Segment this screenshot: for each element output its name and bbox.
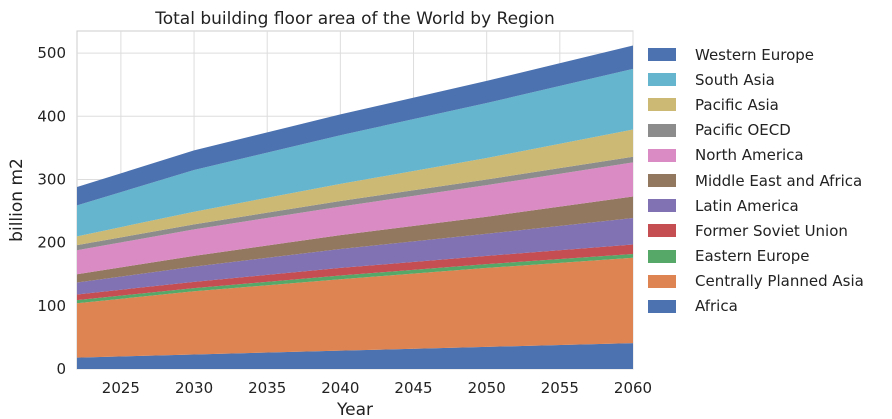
- x-tick-label: 2050: [468, 379, 506, 397]
- chart-title: Total building floor area of the World b…: [154, 9, 554, 29]
- legend-item: Latin America: [648, 193, 864, 218]
- x-tick-label: 2055: [541, 379, 579, 397]
- x-tick-label: 2045: [394, 379, 432, 397]
- legend-label: Africa: [695, 297, 738, 316]
- axis-ticks: 2025 2030 2035 2040 2045 2050 2055 2060 0 100 200 3…: [37, 44, 652, 397]
- legend-label: Eastern Europe: [695, 247, 810, 266]
- legend-label: South Asia: [695, 70, 775, 89]
- chart-legend: Western Europe South Asia Pacific Asia Paci…: [648, 42, 864, 319]
- legend-item: Pacific OECD: [648, 118, 864, 143]
- legend-swatch: [648, 224, 676, 238]
- legend-swatch: [648, 98, 676, 112]
- y-axis-label: billion m2: [7, 158, 27, 242]
- legend-swatch: [648, 174, 676, 188]
- area-pacific-oecd: [77, 156, 633, 251]
- legend-swatch: [648, 123, 676, 137]
- y-tick-label: 200: [37, 234, 66, 252]
- legend-label: Western Europe: [695, 45, 815, 64]
- area-series-group: [77, 45, 633, 369]
- area-middle-east-and-africa: [77, 196, 633, 283]
- legend-label: Centrally Planned Asia: [695, 272, 864, 291]
- x-tick-label: 2030: [175, 379, 213, 397]
- legend-label: Latin America: [695, 196, 799, 215]
- area-pacific-asia: [77, 129, 633, 246]
- area-centrally-planned-asia: [77, 257, 633, 358]
- x-tick-label: 2040: [321, 379, 359, 397]
- y-tick-label: 0: [56, 360, 66, 378]
- area-south-asia: [77, 68, 633, 237]
- area-eastern-europe: [77, 254, 633, 304]
- legend-label: Middle East and Africa: [695, 171, 863, 190]
- legend-swatch: [648, 148, 676, 162]
- x-tick-label: 2025: [102, 379, 140, 397]
- legend-swatch: [648, 73, 676, 87]
- area-africa: [77, 343, 633, 369]
- legend-item: Eastern Europe: [648, 244, 864, 269]
- legend-label: Former Soviet Union: [695, 221, 848, 240]
- legend-swatch: [648, 199, 676, 213]
- x-tick-label: 2035: [248, 379, 286, 397]
- y-tick-label: 100: [37, 297, 66, 315]
- legend-label: North America: [695, 146, 804, 165]
- legend-swatch: [648, 48, 676, 62]
- area-north-america: [77, 162, 633, 275]
- y-tick-label: 400: [37, 107, 66, 125]
- legend-label: Pacific Asia: [695, 95, 779, 114]
- legend-item: North America: [648, 143, 864, 168]
- legend-swatch: [648, 299, 676, 313]
- legend-item: Pacific Asia: [648, 92, 864, 117]
- legend-swatch: [648, 274, 676, 288]
- y-tick-label: 300: [37, 170, 66, 188]
- x-tick-label: 2060: [614, 379, 652, 397]
- legend-swatch: [648, 249, 676, 263]
- legend-item: Former Soviet Union: [648, 218, 864, 243]
- legend-label: Pacific OECD: [695, 121, 791, 140]
- y-tick-label: 500: [37, 44, 66, 62]
- area-former-soviet-union: [77, 244, 633, 301]
- legend-item: Middle East and Africa: [648, 168, 864, 193]
- x-axis-label: Year: [336, 400, 373, 419]
- legend-item: Centrally Planned Asia: [648, 269, 864, 294]
- legend-item: Western Europe: [648, 42, 864, 67]
- legend-item: Africa: [648, 294, 864, 319]
- area-latin-america: [77, 218, 633, 295]
- legend-item: South Asia: [648, 67, 864, 92]
- area-western-europe: [77, 45, 633, 206]
